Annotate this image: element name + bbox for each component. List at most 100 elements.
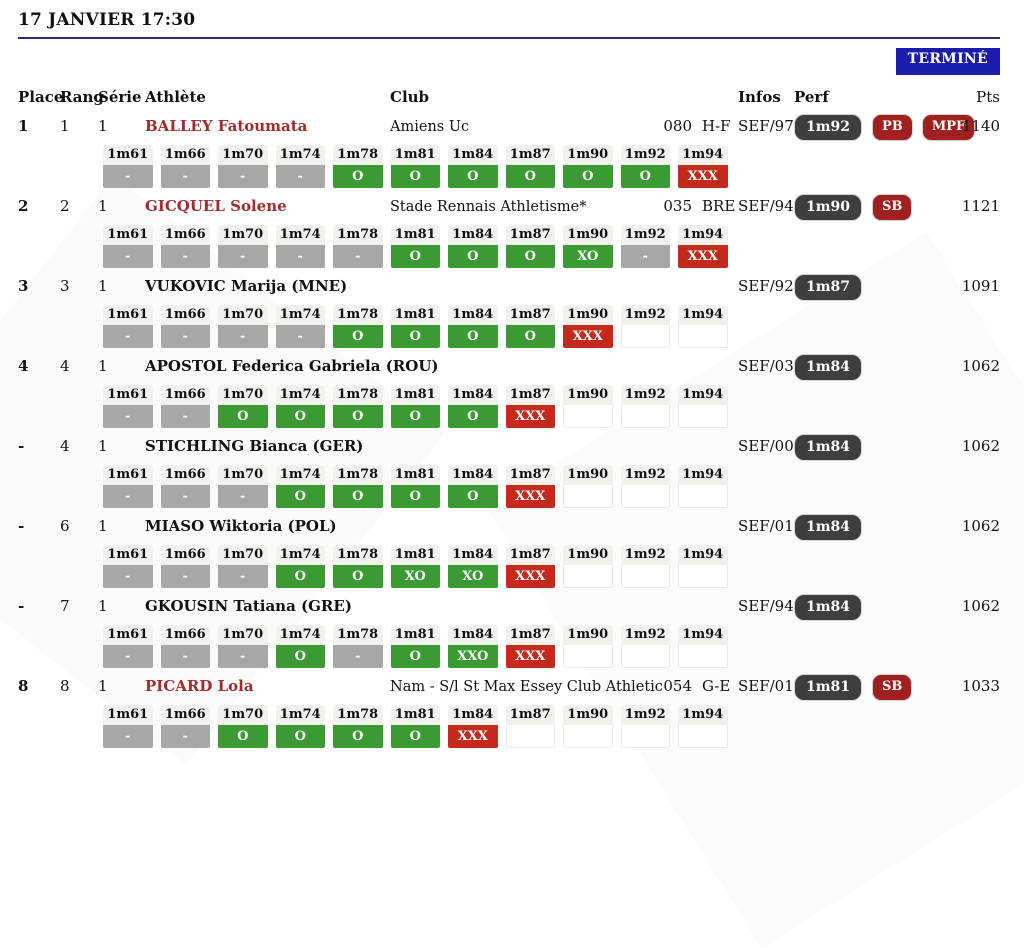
header-divider bbox=[18, 37, 1000, 39]
attempt-cell: 1m90 XO bbox=[563, 225, 613, 268]
attempt-result: O bbox=[390, 165, 440, 188]
athlete-name-link: APOSTOL Federica Gabriela (ROU) bbox=[145, 357, 439, 375]
attempt-cell: 1m94 bbox=[678, 705, 728, 748]
attempt-height-label: 1m90 bbox=[563, 545, 613, 565]
attempt-cell: 1m78 O bbox=[333, 385, 383, 428]
attempt-result: - bbox=[218, 245, 268, 268]
attempt-cell: 1m66- bbox=[160, 465, 210, 508]
athlete-name-link[interactable]: PICARD Lola bbox=[145, 677, 254, 695]
result-row: 3 3 1 VUKOVIC Marija (MNE) SEF/92 1m87 1… bbox=[18, 266, 1000, 348]
record-badge-pb: PB bbox=[872, 114, 913, 141]
club-code: 080 bbox=[663, 117, 692, 135]
attempt-result: O bbox=[448, 165, 498, 188]
perf-cell: 1m87 bbox=[794, 274, 960, 301]
attempt-result: - bbox=[103, 645, 153, 668]
attempt-result: O bbox=[275, 645, 325, 668]
attempt-height-label: 1m70 bbox=[218, 625, 268, 645]
attempt-height-label: 1m84 bbox=[448, 705, 498, 725]
points-value: 1091 bbox=[961, 277, 1000, 295]
attempt-cell: 1m87 XXX bbox=[505, 545, 555, 588]
attempt-result bbox=[678, 405, 728, 428]
attempt-height-label: 1m94 bbox=[678, 145, 728, 165]
attempt-cell: 1m94 XXX bbox=[678, 145, 728, 188]
attempt-result bbox=[678, 325, 728, 348]
attempt-height-label: 1m92 bbox=[620, 705, 670, 725]
attempt-height-label: 1m87 bbox=[505, 145, 555, 165]
attempt-height-label: 1m92 bbox=[620, 305, 670, 325]
attempt-result: O bbox=[505, 165, 555, 188]
attempt-cell: 1m94 bbox=[678, 465, 728, 508]
rank-value: 2 bbox=[60, 197, 70, 215]
attempt-height-label: 1m87 bbox=[505, 705, 555, 725]
attempt-height-label: 1m74 bbox=[275, 225, 325, 245]
col-rang: Rang bbox=[60, 88, 104, 106]
attempt-height-label: 1m66 bbox=[160, 625, 210, 645]
attempt-height-label: 1m94 bbox=[678, 465, 728, 485]
attempt-cell: 1m70- bbox=[218, 305, 268, 348]
attempt-height-label: 1m94 bbox=[678, 705, 728, 725]
attempt-height-label: 1m78 bbox=[333, 305, 383, 325]
attempt-cell: 1m92 bbox=[620, 545, 670, 588]
attempt-result: O bbox=[448, 405, 498, 428]
attempt-result: O bbox=[390, 245, 440, 268]
athlete-name-link[interactable]: BALLEY Fatoumata bbox=[145, 117, 308, 135]
series-value: 1 bbox=[98, 357, 108, 375]
attempt-height-label: 1m81 bbox=[390, 385, 440, 405]
attempt-cell: 1m81 O bbox=[390, 705, 440, 748]
attempt-cell: 1m66- bbox=[160, 625, 210, 668]
infos-value: SEF/94 bbox=[738, 597, 794, 615]
attempt-height-label: 1m78 bbox=[333, 625, 383, 645]
attempt-height-label: 1m84 bbox=[448, 305, 498, 325]
attempt-result: O bbox=[620, 165, 670, 188]
attempt-height-label: 1m78 bbox=[333, 465, 383, 485]
attempt-result: XXX bbox=[448, 725, 498, 748]
attempt-height-label: 1m61 bbox=[103, 705, 153, 725]
attempt-result: O bbox=[333, 405, 383, 428]
points-value: 1033 bbox=[961, 677, 1000, 695]
attempt-result: O bbox=[275, 405, 325, 428]
attempt-result: - bbox=[218, 645, 268, 668]
attempt-cell: 1m74- bbox=[275, 225, 325, 268]
attempt-height-label: 1m94 bbox=[678, 545, 728, 565]
attempt-cell: 1m81 O bbox=[390, 225, 440, 268]
attempt-cell: 1m84 O bbox=[448, 465, 498, 508]
attempt-height-label: 1m90 bbox=[563, 625, 613, 645]
attempt-cell: 1m94 bbox=[678, 305, 728, 348]
attempt-height-label: 1m78 bbox=[333, 385, 383, 405]
attempt-result: - bbox=[103, 245, 153, 268]
attempt-cell: 1m61- bbox=[103, 465, 153, 508]
attempt-cell: 1m84 XO bbox=[448, 545, 498, 588]
athlete-name-link[interactable]: GICQUEL Solene bbox=[145, 197, 287, 215]
club-name: Nam - S/l St Max Essey Club Athletic bbox=[390, 679, 663, 695]
place-value: - bbox=[18, 437, 25, 455]
perf-badge: 1m92 bbox=[794, 114, 863, 141]
attempt-height-label: 1m87 bbox=[505, 545, 555, 565]
place-value: 2 bbox=[18, 197, 29, 215]
attempt-cell: 1m84 XXX bbox=[448, 705, 498, 748]
perf-badge: 1m84 bbox=[794, 594, 863, 621]
perf-badge: 1m81 bbox=[794, 674, 863, 701]
attempt-cell: 1m70- bbox=[218, 225, 268, 268]
attempt-height-label: 1m70 bbox=[218, 705, 268, 725]
attempt-result: XXX bbox=[678, 245, 728, 268]
attempts-grid: 1m61-1m66-1m70-1m74-1m78 O 1m81 O 1m84 O 1m87 O… bbox=[103, 305, 1000, 348]
attempt-height-label: 1m94 bbox=[678, 625, 728, 645]
place-value: - bbox=[18, 517, 25, 535]
attempt-height-label: 1m90 bbox=[563, 465, 613, 485]
perf-badge: 1m84 bbox=[794, 514, 863, 541]
attempt-result: - bbox=[103, 485, 153, 508]
attempt-height-label: 1m70 bbox=[218, 385, 268, 405]
attempt-cell: 1m81 O bbox=[390, 305, 440, 348]
perf-cell: 1m84 bbox=[794, 354, 960, 381]
attempt-cell: 1m94 bbox=[678, 545, 728, 588]
attempt-result bbox=[563, 565, 613, 588]
attempt-cell: 1m94 bbox=[678, 385, 728, 428]
attempt-cell: 1m78- bbox=[333, 225, 383, 268]
attempt-result: O bbox=[390, 725, 440, 748]
attempt-height-label: 1m66 bbox=[160, 385, 210, 405]
club-league: H-F bbox=[702, 117, 731, 135]
attempt-result: - bbox=[333, 245, 383, 268]
result-row: 4 4 1 APOSTOL Federica Gabriela (ROU) SE… bbox=[18, 346, 1000, 428]
attempt-cell: 1m81 O bbox=[390, 465, 440, 508]
attempt-cell: 1m92- bbox=[620, 225, 670, 268]
